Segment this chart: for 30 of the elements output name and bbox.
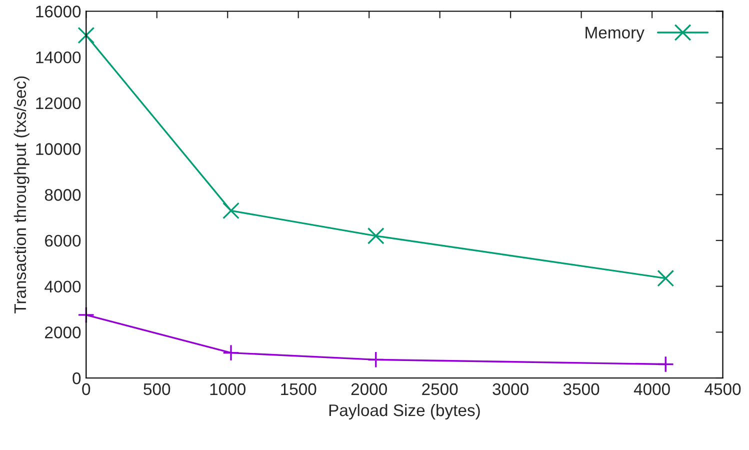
x-tick-label: 500	[144, 383, 170, 396]
legend-label: Memory	[586, 26, 644, 42]
point	[657, 356, 674, 373]
x-tick-label: 2500	[422, 383, 458, 396]
point	[367, 227, 384, 244]
x-tick-label: 2000	[351, 383, 387, 396]
point	[222, 202, 240, 220]
y-axis-title: Transaction throughput (txs/sec)	[14, 76, 30, 314]
point	[78, 306, 95, 324]
x-tick-label: 0	[82, 383, 90, 396]
x-tick-label: 3000	[492, 383, 528, 396]
y-tick-label: 2000	[45, 326, 81, 338]
x-tick-label: 1000	[210, 383, 246, 396]
point	[222, 344, 240, 362]
x-tick-label: 1500	[281, 383, 316, 396]
y-tick-label: 14000	[36, 51, 81, 64]
y-tick-label: 6000	[45, 234, 81, 247]
x-tick-label: 4000	[634, 383, 670, 396]
x-tick-label: 4500	[704, 383, 741, 396]
y-tick-label: 10000	[36, 143, 81, 155]
x-axis-title: Payload Size (bytes)	[329, 404, 480, 420]
y-tick-label: 4000	[44, 280, 81, 293]
y-tick-label: 12000	[36, 97, 81, 110]
y-tick-label: 8000	[44, 189, 81, 201]
y-tick-label: 0	[72, 372, 81, 384]
point	[78, 26, 95, 44]
x-tick-label: 3500	[563, 383, 600, 396]
point	[657, 270, 674, 287]
y-tick-label: 16000	[36, 6, 81, 18]
point	[367, 351, 384, 368]
